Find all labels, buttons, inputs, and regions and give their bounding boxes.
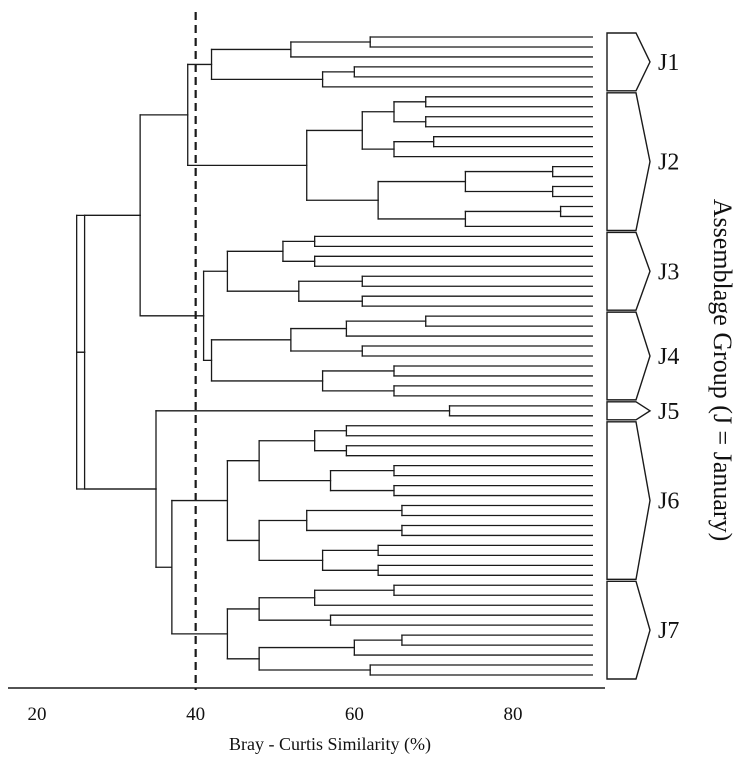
group-bracket [606, 401, 652, 421]
group-bracket [606, 231, 651, 311]
dendrogram-branches [76, 36, 593, 676]
x-tick-label: 40 [186, 704, 205, 725]
x-tick-label: 60 [345, 704, 364, 725]
x-axis-ticks: 20 40 60 80 [28, 704, 523, 725]
group-bracket [606, 92, 651, 232]
x-axis-title: Bray - Curtis Similarity (%) [229, 734, 431, 755]
group-label: J7 [658, 618, 679, 644]
group-label: J3 [658, 259, 679, 285]
group-bracket [606, 580, 651, 680]
group-bracket [606, 311, 651, 401]
group-bracket [606, 421, 651, 581]
x-tick-label: 20 [28, 704, 47, 725]
group-label: J4 [658, 344, 679, 370]
x-tick-label: 80 [504, 704, 523, 725]
group-label: J1 [658, 50, 679, 76]
group-label: J5 [658, 399, 679, 425]
assemblage-group-title: Assemblage Group (J = January) [708, 199, 736, 541]
group-brackets: J1 J2 J3 J4 J5 J6 J7 [606, 32, 679, 680]
group-label: J2 [658, 150, 679, 176]
group-label: J6 [658, 489, 679, 515]
group-bracket [606, 32, 651, 92]
